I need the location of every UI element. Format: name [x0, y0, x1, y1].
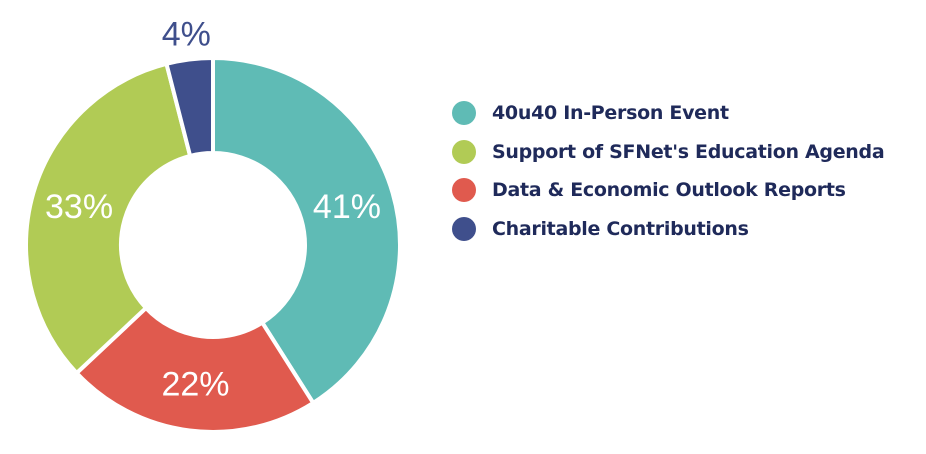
legend-item-40u40: 40u40 In-Person Event	[452, 94, 884, 133]
donut-slice	[73, 305, 316, 434]
data-label: 41%	[313, 188, 381, 226]
legend-label: Charitable Contributions	[492, 217, 749, 240]
legend-item-reports: Data & Economic Outlook Reports	[452, 171, 884, 210]
data-label: 4%	[162, 16, 211, 54]
donut-slice	[164, 55, 215, 159]
legend-item-charitable: Charitable Contributions	[452, 210, 884, 249]
legend-label: 40u40 In-Person Event	[492, 102, 729, 125]
legend-label: Data & Economic Outlook Reports	[492, 179, 846, 202]
legend-swatch	[452, 178, 476, 203]
donut-slice	[24, 61, 193, 376]
legend-swatch	[452, 216, 476, 241]
donut-slice	[211, 55, 402, 406]
data-label: 22%	[161, 365, 229, 403]
legend: 40u40 In-Person Event Support of SFNet's…	[452, 94, 885, 249]
legend-swatch	[452, 139, 476, 164]
legend-label: Support of SFNet's Education Agenda	[492, 140, 885, 163]
data-label: 33%	[45, 188, 113, 226]
legend-item-education: Support of SFNet's Education Agenda	[452, 133, 885, 172]
legend-swatch	[452, 101, 476, 126]
